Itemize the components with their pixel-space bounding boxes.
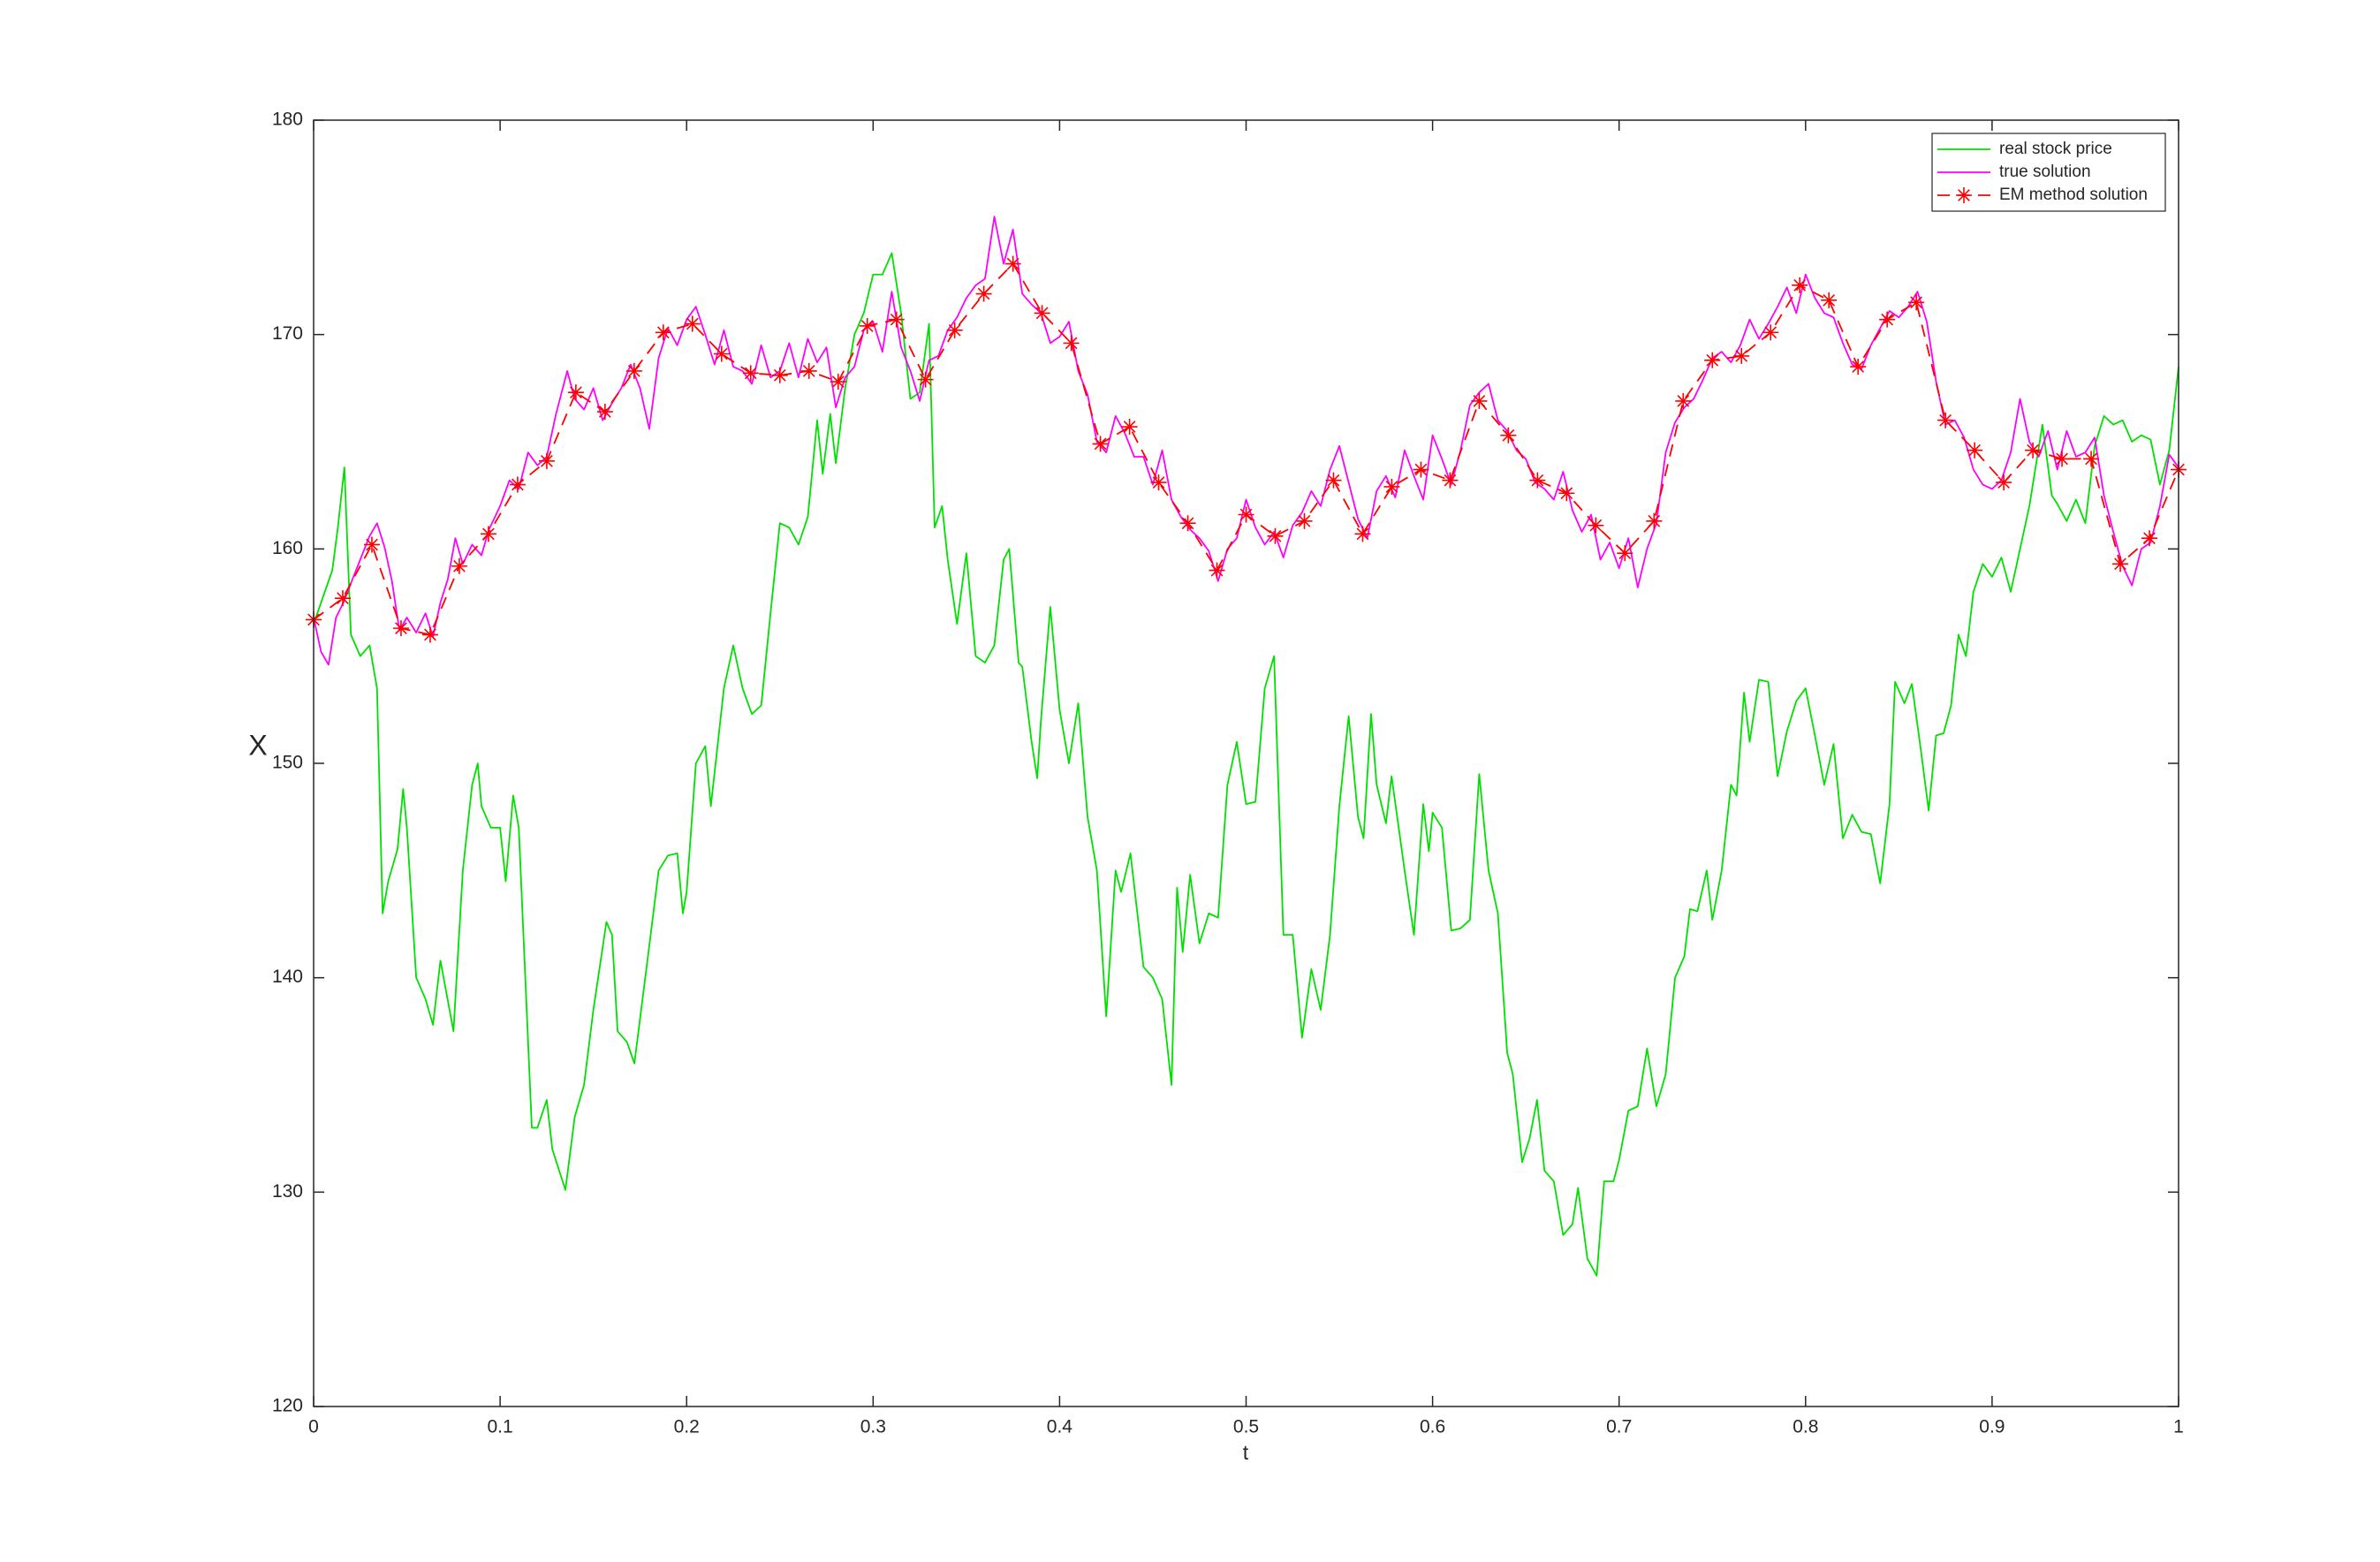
x-tick-label: 0.8 — [1793, 1417, 1818, 1437]
y-tick-label: 160 — [272, 538, 303, 558]
point-marker — [392, 620, 409, 637]
point-marker — [2083, 451, 2100, 467]
point-marker — [1383, 478, 1400, 495]
point-marker — [1063, 335, 1080, 352]
x-tick-label: 0.7 — [1606, 1417, 1632, 1437]
x-tick-label: 0.5 — [1233, 1417, 1259, 1437]
point-marker — [451, 557, 467, 574]
point-marker — [1879, 311, 1896, 328]
plot-area — [314, 120, 2179, 1407]
point-marker — [800, 362, 817, 379]
point-marker — [1967, 442, 1983, 459]
y-tick-label: 170 — [272, 323, 303, 344]
point-marker — [1500, 427, 1517, 444]
point-marker — [567, 384, 584, 401]
plot-layer — [306, 216, 2187, 1277]
x-tick-label: 0.3 — [860, 1417, 886, 1437]
point-marker — [859, 317, 875, 334]
x-tick-label: 0.9 — [1979, 1417, 2005, 1437]
point-marker — [1675, 392, 1692, 409]
point-marker — [1238, 506, 1254, 523]
y-tick-label: 180 — [272, 110, 303, 130]
x-tick-label: 0 — [308, 1417, 319, 1437]
point-marker — [1442, 472, 1459, 489]
point-marker — [684, 315, 701, 332]
point-marker — [771, 367, 788, 383]
point-marker — [1471, 392, 1488, 409]
point-marker — [917, 371, 934, 388]
x-tick-label: 0.4 — [1047, 1417, 1073, 1437]
y-tick-label: 150 — [272, 753, 303, 773]
point-marker — [1646, 512, 1663, 529]
point-marker — [538, 452, 555, 469]
point-marker — [1121, 419, 1138, 436]
point-marker — [975, 285, 992, 302]
legend-label: EM method solution — [1999, 186, 2148, 204]
point-marker — [2054, 451, 2071, 467]
point-marker — [1792, 277, 1808, 293]
point-marker — [2141, 530, 2158, 547]
x-tick-label: 0.6 — [1420, 1417, 1445, 1437]
legend: real stock price true solution EM method s… — [1931, 133, 2166, 212]
point-marker — [888, 311, 905, 328]
point-marker — [1150, 474, 1167, 491]
point-marker — [596, 404, 613, 421]
x-axis-label: t — [1243, 1441, 1249, 1464]
ticks-layer: 0 0.1 0.2 0.3 0.4 0.5 0.6 0.7 0.8 0.9 1 120 130 140 15… — [272, 110, 2184, 1437]
point-marker — [713, 345, 730, 362]
point-marker — [363, 536, 380, 553]
point-marker — [830, 374, 846, 390]
y-tick-label: 120 — [272, 1396, 303, 1416]
point-marker — [1209, 562, 1225, 579]
point-marker — [1413, 461, 1429, 478]
point-marker — [625, 362, 642, 379]
point-marker — [655, 324, 671, 341]
point-marker — [509, 476, 526, 493]
point-marker — [1937, 412, 1954, 428]
point-marker — [2112, 556, 2129, 572]
point-marker — [1558, 485, 1575, 502]
point-marker — [1529, 472, 1546, 489]
point-marker — [1908, 294, 1925, 311]
point-marker — [1034, 305, 1050, 322]
y-tick-label: 130 — [272, 1181, 303, 1202]
point-marker — [421, 626, 438, 643]
x-tick-label: 0.2 — [674, 1417, 700, 1437]
point-marker — [1267, 527, 1284, 544]
point-marker — [480, 526, 496, 542]
point-marker — [1617, 545, 1633, 562]
point-marker — [1092, 436, 1109, 452]
x-tick-label: 0.1 — [487, 1417, 512, 1437]
point-marker — [1179, 515, 1196, 532]
point-marker — [1588, 517, 1604, 534]
point-marker — [1325, 472, 1342, 489]
point-marker — [1996, 474, 2012, 491]
point-marker — [1821, 292, 1838, 308]
point-marker — [1296, 512, 1313, 529]
x-tick-label: 1 — [2173, 1417, 2184, 1437]
point-marker — [334, 590, 351, 607]
legend-box — [1931, 133, 2166, 212]
legend-label: true solution — [1999, 163, 2091, 181]
legend-marker — [1956, 187, 1972, 203]
point-marker — [1354, 526, 1371, 542]
point-marker — [946, 322, 963, 338]
y-axis-label: X — [248, 729, 267, 761]
point-marker — [1850, 359, 1867, 375]
point-marker — [1004, 255, 1021, 272]
point-marker — [2025, 442, 2042, 459]
series-line — [313, 252, 2179, 1277]
legend-label: real stock price — [1999, 140, 2112, 158]
point-marker — [1733, 347, 1750, 364]
point-marker — [1704, 352, 1721, 368]
point-marker — [742, 365, 759, 382]
point-marker — [1762, 324, 1779, 341]
y-tick-label: 140 — [272, 967, 303, 987]
